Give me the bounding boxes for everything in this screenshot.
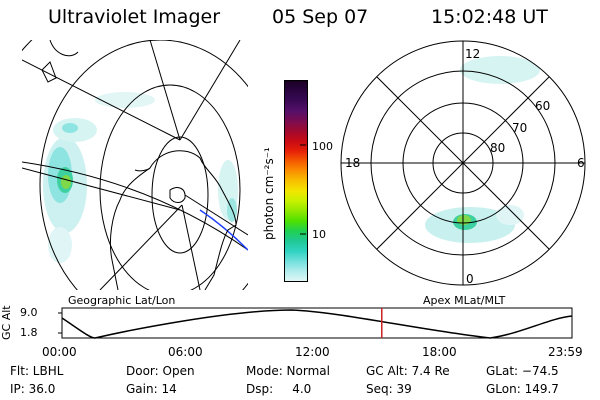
mlt-label-12: 12 (465, 47, 480, 61)
timeline-ymin: 1.8 (20, 326, 38, 339)
right-aurora-emission (425, 56, 540, 243)
instrument-title: Ultraviolet Imager (48, 6, 221, 28)
geographic-longitude-status: GLon: 149.7 (486, 382, 559, 396)
gc-altitude-status: GC Alt: 7.4 Re (366, 364, 450, 378)
mlt-label-18: 18 (345, 156, 360, 170)
timeline-tick-3: 18:00 (422, 345, 457, 359)
colorbar-tick-10: 10 (312, 228, 326, 241)
mode-status: Mode: Normal (246, 364, 330, 378)
colorbar (284, 80, 308, 282)
date-label: 05 Sep 07 (272, 6, 369, 28)
left-map-caption: Geographic Lat/Lon (68, 294, 176, 307)
timeline-tick-4: 23:59 (548, 345, 583, 359)
sequence-status: Seq: 39 (366, 382, 412, 396)
timeline-tick-0: 00:00 (42, 345, 77, 359)
mlat-label-80: 80 (490, 141, 505, 155)
timeline-ymax: 9.0 (20, 306, 38, 319)
right-map-caption: Apex MLat/MLT (423, 294, 506, 307)
timeline-tick-1: 06:00 (168, 345, 203, 359)
geographic-latitude-status: GLat: −74.5 (486, 364, 559, 378)
gain-status: Gain: 14 (126, 382, 177, 396)
mlt-label-0: 0 (466, 272, 474, 286)
left-aurora-emission (43, 92, 238, 263)
mlat-label-70: 70 (512, 121, 527, 135)
door-status: Door: Open (126, 364, 195, 378)
dsp-status: Dsp: 4.0 (246, 382, 312, 396)
mlat-label-60: 60 (535, 99, 550, 113)
time-label: 15:02:48 UT (431, 6, 548, 28)
filter-status: Flt: LBHL (10, 364, 64, 378)
colorbar-tick-100: 100 (312, 140, 333, 153)
mlt-label-6: 6 (577, 156, 585, 170)
ip-status: IP: 36.0 (10, 382, 56, 396)
timeline-tick-2: 12:00 (295, 345, 330, 359)
